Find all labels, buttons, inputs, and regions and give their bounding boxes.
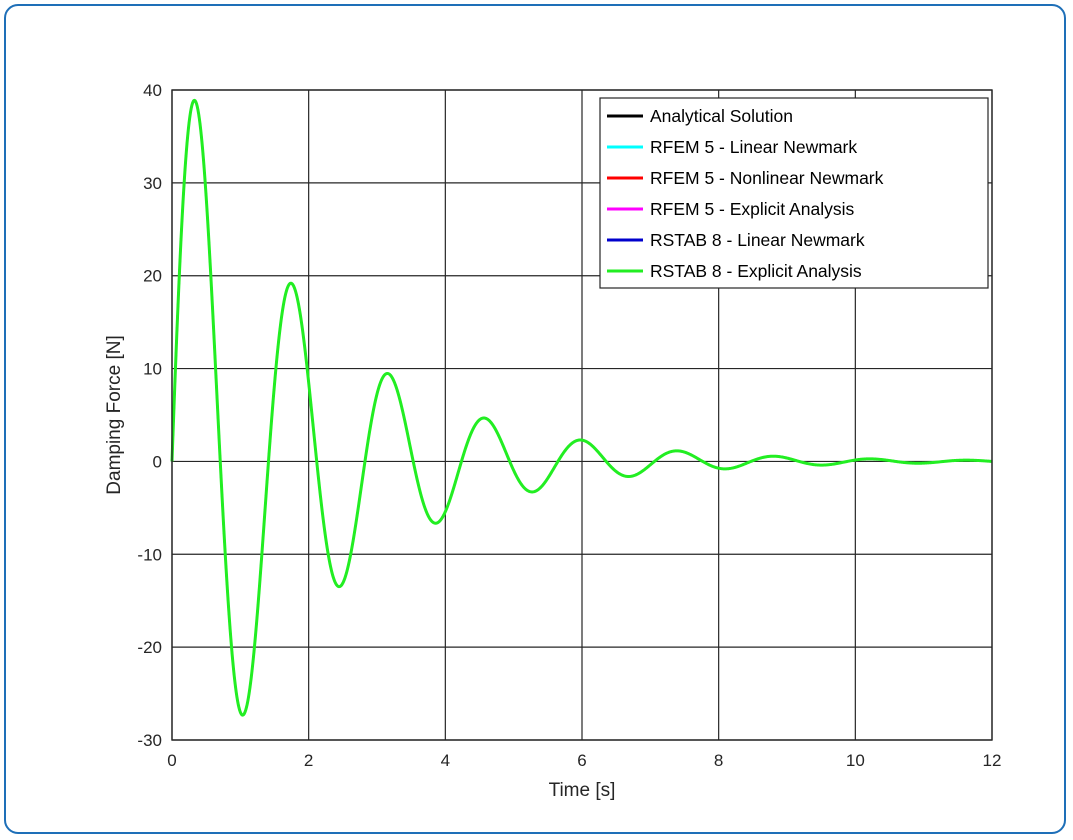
y-tick-label: 40 [143, 81, 162, 100]
series-line-6 [170, 98, 993, 717]
x-tick-label: 0 [167, 751, 176, 770]
y-axis-label: Damping Force [N] [104, 335, 125, 494]
axes-box [171, 89, 993, 741]
x-tick-label: 10 [846, 751, 865, 770]
legend-entry-3: RFEM 5 - Nonlinear Newmark [650, 168, 884, 188]
legend-entry-2: RFEM 5 - Linear Newmark [650, 137, 857, 157]
y-tick-label: 0 [153, 452, 162, 471]
x-tick-label: 6 [577, 751, 586, 770]
y-tick-label: -10 [137, 545, 162, 564]
legend-entry-4: RFEM 5 - Explicit Analysis [650, 199, 854, 219]
x-tick-label: 8 [714, 751, 723, 770]
x-tick-label: 2 [304, 751, 313, 770]
x-tick-label: 4 [441, 751, 450, 770]
legend-box [599, 97, 989, 289]
y-tick-label: 30 [143, 174, 162, 193]
x-tick-label: 12 [983, 751, 1002, 770]
legend-entry-5: RSTAB 8 - Linear Newmark [650, 230, 865, 250]
y-tick-label: -30 [137, 731, 162, 750]
y-tick-label: 10 [143, 360, 162, 379]
y-tick-label: -20 [137, 638, 162, 657]
y-tick-label: 20 [143, 267, 162, 286]
legend-entry-1: Analytical Solution [650, 106, 793, 126]
x-axis-label: Time [s] [549, 780, 616, 801]
legend-entry-6: RSTAB 8 - Explicit Analysis [650, 261, 862, 281]
